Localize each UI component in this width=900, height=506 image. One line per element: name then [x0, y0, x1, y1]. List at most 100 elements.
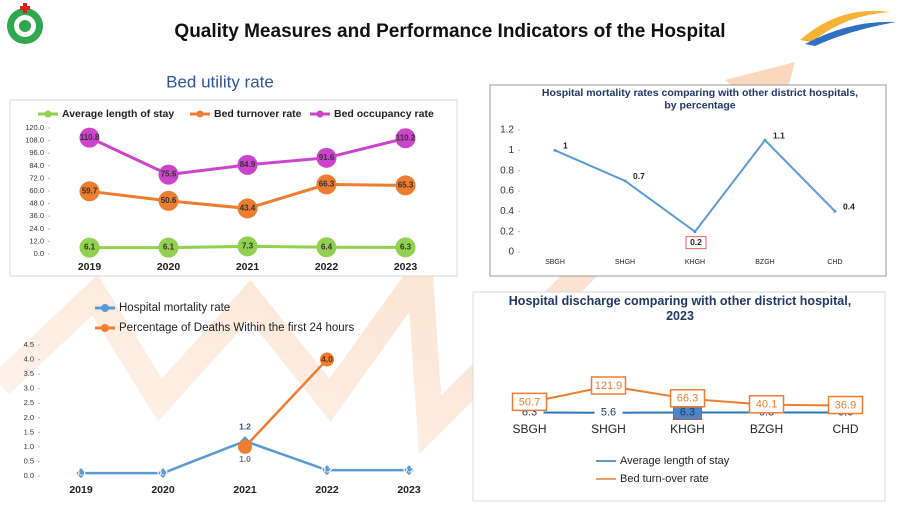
x-tick-label: SBGH [512, 422, 546, 436]
point [79, 181, 100, 202]
x-tick-label: 2020 [151, 484, 175, 496]
x-tick-label: KHGH [685, 259, 705, 266]
x-tick-label: CHD [827, 259, 842, 266]
series-line [244, 358, 328, 448]
chart-title: Hospital mortality rates comparing with … [542, 87, 858, 112]
data-label: 43.4 [240, 204, 256, 213]
x-tick-label: 2023 [397, 484, 421, 496]
y-tick-label: 0.0 [24, 471, 34, 480]
data-label: 91.6 [319, 153, 335, 162]
data-label: 110.8 [80, 133, 100, 142]
y-tick-label: 1.2 [500, 125, 514, 136]
data-label: 0.2 [403, 464, 415, 474]
y-tick-label: 84.0 [29, 161, 44, 170]
point [553, 148, 557, 152]
point [316, 147, 337, 168]
point [237, 154, 258, 175]
y-tick-label: 2.0 [24, 413, 34, 422]
data-label: 0.4 [843, 202, 855, 212]
y-tick-label: 0.5 [24, 456, 34, 465]
legend-label: Average length of stay [620, 455, 730, 467]
point [322, 465, 332, 476]
point [79, 237, 100, 258]
point [316, 174, 337, 195]
x-tick-label: 2020 [157, 261, 181, 273]
point [79, 127, 100, 148]
point [316, 237, 337, 258]
data-label: 84.9 [240, 160, 256, 169]
point [237, 236, 258, 257]
x-tick-label: 2019 [69, 484, 93, 496]
y-tick-label: 120.0 [25, 123, 44, 132]
point [395, 128, 416, 149]
data-label: 0.1 [75, 467, 87, 477]
point [158, 468, 168, 479]
label-box [827, 395, 864, 415]
point [158, 237, 179, 258]
x-tick-label: 2022 [315, 484, 339, 496]
data-label: 1.2 [239, 421, 251, 431]
slide-title: Quality Measures and Performance Indicat… [174, 21, 725, 42]
data-label: 4.0 [321, 354, 333, 364]
legend-swatch [44, 110, 52, 118]
legend-label: Bed turn-over rate [620, 473, 709, 485]
point [158, 164, 179, 185]
chart-box [9, 99, 458, 277]
y-tick-label: 24.0 [29, 224, 44, 233]
data-label: 0.1 [157, 467, 169, 477]
y-tick-label: 96.0 [29, 148, 44, 157]
y-tick-label: 3.5 [24, 369, 34, 378]
point [238, 439, 252, 454]
label-box [511, 392, 548, 412]
data-label: 65.3 [398, 181, 414, 190]
y-tick-label: 2.5 [24, 398, 34, 407]
data-label: 5.6 [601, 407, 616, 419]
point [237, 198, 258, 219]
legend-swatch [196, 110, 204, 118]
label-box [748, 395, 785, 414]
point [833, 209, 837, 213]
data-label: 50.6 [161, 196, 177, 205]
point [763, 138, 767, 142]
legend-label: Percentage of Deaths Within the first 24… [119, 322, 354, 334]
data-label: 36.9 [835, 399, 856, 411]
y-tick-label: 108.0 [25, 136, 44, 145]
point [76, 468, 86, 479]
y-tick-label: 1.5 [24, 427, 34, 436]
point [693, 230, 697, 234]
y-tick-label: 0.8 [500, 165, 514, 176]
point [395, 175, 416, 196]
label-box [669, 389, 706, 408]
data-label: 1.1 [773, 130, 785, 140]
legend-swatch [101, 304, 109, 312]
data-label: 0.2 [321, 464, 333, 474]
y-tick-label: 1 [508, 145, 514, 156]
data-label: 66.3 [319, 179, 335, 188]
legend-label: Bed turnover rate [214, 108, 302, 120]
y-tick-label: 4.5 [24, 340, 34, 349]
data-label: 6.3 [680, 406, 695, 418]
point [320, 352, 334, 367]
x-tick-label: BZGH [755, 259, 774, 266]
data-label: 7.3 [242, 241, 254, 250]
point [158, 190, 179, 211]
logo-right [800, 10, 896, 46]
y-tick-label: 0.0 [34, 249, 44, 258]
chart-title: Bed utility rate [166, 72, 274, 91]
data-label: 59.7 [82, 186, 98, 195]
data-label: 6.1 [84, 243, 96, 252]
data-label: 0.7 [633, 171, 645, 181]
data-label: 1 [563, 141, 568, 151]
data-label: 0.2 [690, 237, 702, 247]
legend-swatch [316, 110, 324, 118]
legend-label: Bed occupancy rate [334, 108, 434, 120]
data-label: 121.9 [595, 380, 623, 392]
y-tick-label: 0.4 [500, 206, 514, 217]
y-tick-label: 3.0 [24, 384, 34, 393]
x-tick-label: 2021 [233, 484, 257, 496]
x-tick-label: BZGH [750, 422, 783, 436]
x-tick-label: SHGH [615, 259, 635, 266]
x-tick-label: KHGH [670, 422, 705, 436]
point [404, 465, 414, 476]
point [395, 237, 416, 258]
